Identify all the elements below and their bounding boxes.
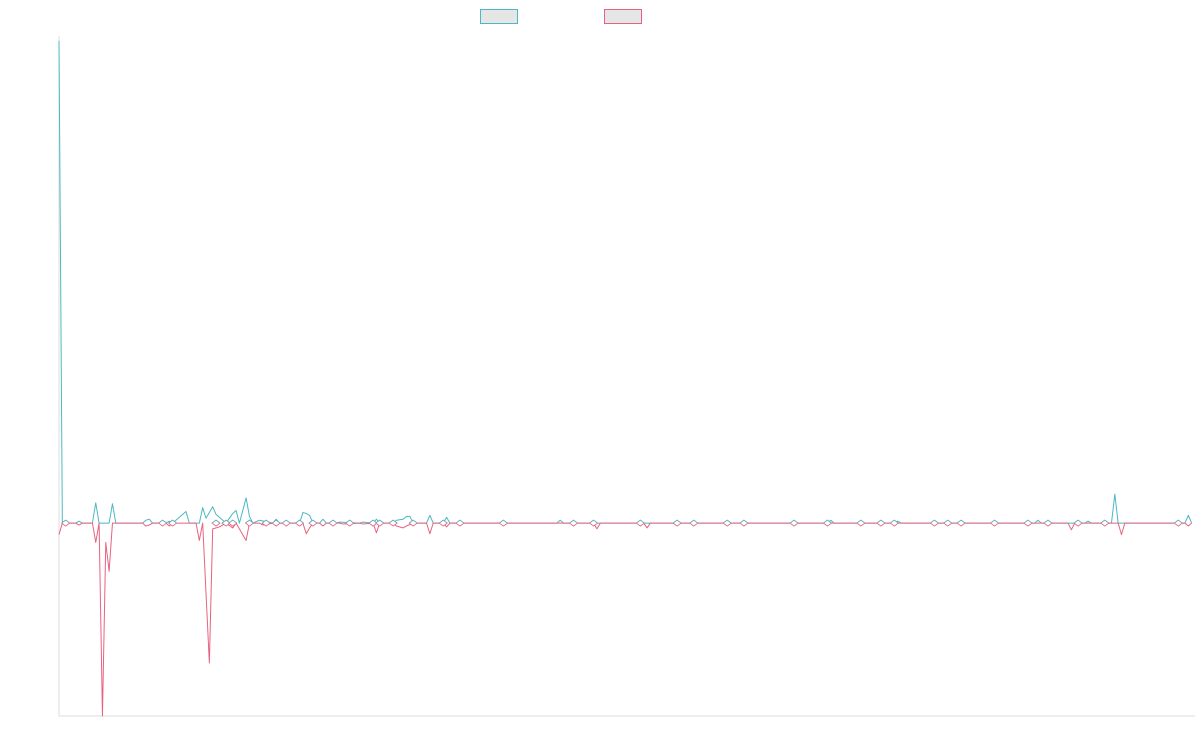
baseline-marker-top-24: [672, 519, 682, 524]
baseline-marker-38: [1043, 519, 1053, 527]
baseline-marker-35: [956, 519, 966, 527]
baseline-marker-top-29: [823, 519, 832, 524]
baseline-marker-top-11: [308, 519, 318, 524]
legend: [0, 9, 1200, 27]
baseline-marker-top-15: [375, 519, 384, 524]
baseline-marker-top-26: [722, 519, 732, 524]
baseline-marker-top-31: [876, 519, 886, 524]
baseline-marker-9: [281, 519, 291, 527]
baseline-marker-top-40: [1100, 519, 1110, 524]
baseline-marker-19: [455, 519, 465, 527]
baseline-marker-30: [856, 519, 866, 527]
baseline-marker-top-6: [245, 519, 254, 524]
baseline-marker-top-39: [1073, 519, 1083, 524]
baseline-marker-31: [876, 519, 886, 527]
baseline-marker-8: [271, 519, 281, 527]
baseline-marker-top-0: [61, 519, 70, 524]
legend-swatch-series-a: [480, 9, 518, 24]
baseline-marker-10: [294, 519, 305, 527]
baseline-marker-41: [1173, 519, 1183, 527]
baseline-marker-25: [689, 519, 699, 527]
baseline-marker-top-28: [789, 519, 799, 524]
baseline-marker-top-5: [228, 519, 237, 524]
baseline-marker-top-33: [930, 519, 939, 524]
baseline-marker-20: [498, 519, 509, 527]
baseline-marker-0: [61, 519, 71, 527]
baseline-marker-top-38: [1043, 519, 1053, 524]
baseline-marker-top-32: [890, 519, 899, 524]
baseline-marker-top-20: [499, 519, 508, 524]
baseline-marker-17: [408, 519, 418, 527]
baseline-marker-3: [211, 519, 221, 527]
baseline-marker-top-25: [689, 519, 699, 524]
baseline-marker-top-17: [408, 519, 418, 524]
baseline-marker-1: [157, 519, 168, 527]
baseline-marker-top-23: [636, 519, 645, 524]
legend-item-series-a[interactable]: [480, 9, 524, 24]
baseline-marker-37: [1023, 519, 1033, 527]
series-line-b: [58, 522, 1192, 717]
baseline-marker-top-2: [168, 519, 177, 524]
baseline-marker-top-34: [943, 519, 952, 524]
baseline-marker-39: [1073, 519, 1083, 527]
baseline-marker-top-19: [455, 519, 465, 524]
baseline-marker-15: [375, 519, 385, 527]
baseline-marker-21: [568, 519, 579, 527]
legend-swatch-series-b: [604, 9, 642, 24]
baseline-marker-top-3: [211, 519, 221, 524]
baseline-marker-top-7: [261, 519, 271, 524]
baseline-marker-23: [635, 519, 646, 527]
baseline-marker-top-1: [158, 519, 167, 524]
baseline-marker-5: [228, 519, 238, 527]
baseline-marker-top-22: [589, 519, 598, 524]
baseline-marker-top-27: [739, 519, 749, 524]
baseline-marker-top-30: [856, 519, 866, 524]
baseline-marker-top-8: [271, 519, 281, 524]
baseline-marker-top-4: [221, 519, 231, 524]
series-line-a: [58, 40, 1193, 524]
legend-item-series-b[interactable]: [604, 9, 648, 24]
baseline-marker-28: [789, 519, 799, 527]
baseline-marker-top-37: [1023, 519, 1033, 524]
baseline-marker-top-18: [438, 519, 448, 524]
baseline-marker-top-16: [388, 519, 398, 524]
baseline-marker-top-9: [281, 519, 291, 524]
baseline-marker-26: [722, 519, 732, 527]
baseline-marker-top-12: [328, 519, 338, 524]
baseline-marker-11: [308, 519, 318, 527]
baseline-marker-27: [739, 519, 749, 527]
baseline-marker-top-13: [345, 519, 354, 524]
baseline-marker-33: [929, 519, 940, 527]
baseline-marker-top-35: [956, 519, 966, 524]
baseline-marker-top-21: [569, 519, 578, 524]
baseline-marker-top-36: [990, 519, 999, 524]
baseline-marker-12: [328, 519, 338, 527]
baseline-marker-18: [438, 519, 448, 527]
baseline-marker-top-14: [368, 519, 378, 524]
baseline-marker-36: [989, 519, 1000, 527]
baseline-marker-40: [1100, 519, 1110, 527]
baseline-marker-24: [672, 519, 682, 527]
baseline-marker-22: [588, 519, 599, 527]
baseline-marker-top-41: [1174, 519, 1183, 524]
baseline-marker-34: [943, 519, 953, 527]
baseline-marker-13: [345, 519, 355, 527]
baseline-marker-top-10: [295, 519, 304, 524]
